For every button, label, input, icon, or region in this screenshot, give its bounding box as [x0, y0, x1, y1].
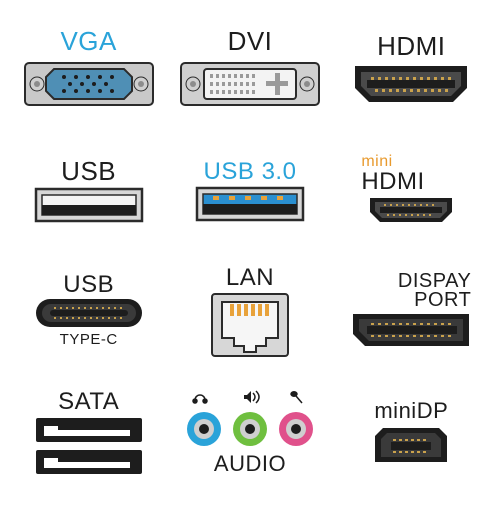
hdmi-icon [351, 62, 471, 106]
cell-dp: DISPAY PORT [333, 252, 490, 369]
minidp-icon [371, 424, 451, 466]
dp-icon [349, 310, 473, 350]
label-minihdmi: HDMI [361, 170, 461, 194]
label-usb3: USB 3.0 [204, 158, 297, 186]
label-lan: LAN [226, 264, 274, 292]
ports-grid: VGA DVI [10, 10, 490, 490]
label-usbc: USB [63, 273, 114, 297]
cell-hdmi: HDMI [333, 10, 490, 127]
cell-lan: LAN [171, 252, 328, 369]
minihdmi-icon [366, 194, 456, 226]
usbc-icon [34, 297, 144, 329]
label-audio: AUDIO [214, 451, 286, 477]
label-hdmi: HDMI [377, 31, 445, 62]
label-dp1: DISPAY [351, 272, 471, 291]
audio-icons-row [185, 387, 315, 407]
label-dvi: DVI [228, 26, 273, 57]
cell-usb3: USB 3.0 [171, 131, 328, 248]
label-dp2: PORT [351, 291, 471, 310]
sublabel-usbc: TYPE-C [60, 331, 118, 348]
label-usb: USB [61, 156, 116, 187]
cell-usbc: USB TYPE-C [10, 252, 167, 369]
usb-icon [34, 187, 144, 223]
lan-icon [210, 292, 290, 358]
label-vga: VGA [60, 26, 116, 57]
cell-dvi: DVI [171, 10, 328, 127]
cell-vga: VGA [10, 10, 167, 127]
usb3-icon [195, 186, 305, 222]
vga-icon [24, 57, 154, 111]
label-sata: SATA [58, 388, 119, 416]
sata-icon-2 [34, 448, 144, 476]
label-minidp: miniDP [374, 398, 448, 424]
cell-minihdmi: mini HDMI [333, 131, 490, 248]
dvi-icon [180, 57, 320, 111]
audio-jacks-icon [180, 407, 320, 451]
cell-audio: AUDIO [171, 373, 328, 490]
sata-icon [34, 416, 144, 444]
cell-sata: SATA [10, 373, 167, 490]
cell-minidp: miniDP [333, 373, 490, 490]
cell-usb: USB [10, 131, 167, 248]
